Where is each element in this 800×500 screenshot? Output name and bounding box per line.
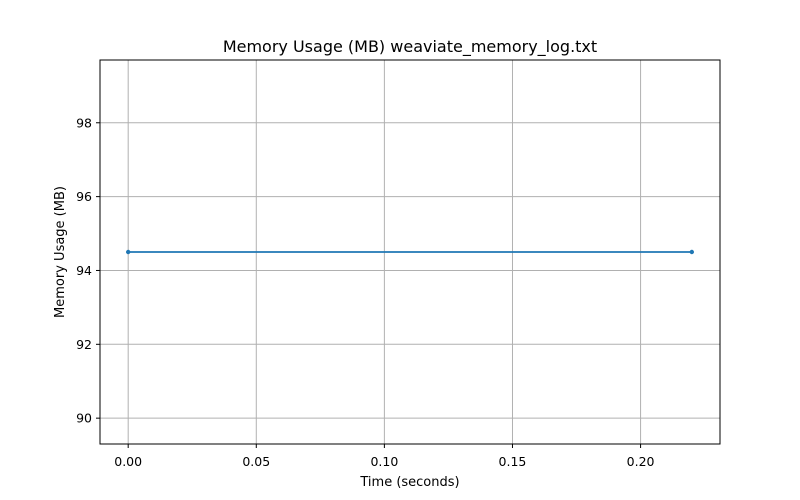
x-tick-label: 0.05	[242, 454, 270, 469]
y-tick-label: 90	[76, 411, 92, 426]
x-axis-label: Time (seconds)	[359, 475, 459, 490]
y-tick-label: 92	[76, 337, 92, 352]
y-axis-label: Memory Usage (MB)	[53, 186, 68, 318]
data-point	[689, 249, 695, 255]
y-tick-label: 96	[76, 189, 92, 204]
chart-title: Memory Usage (MB) weaviate_memory_log.tx…	[223, 37, 597, 57]
x-tick-label: 0.15	[499, 454, 527, 469]
series-layer	[125, 249, 695, 255]
data-point	[125, 249, 131, 255]
x-tick-label: 0.20	[627, 454, 655, 469]
y-tick-label: 98	[76, 115, 92, 130]
plot-frame	[99, 59, 721, 445]
y-axis: 90 92 94 96 98	[76, 115, 100, 426]
x-tick-label: 0.10	[370, 454, 398, 469]
x-tick-label: 0.00	[114, 454, 142, 469]
x-axis: 0.00 0.05 0.10 0.15 0.20	[114, 444, 655, 469]
y-tick-label: 94	[76, 263, 92, 278]
